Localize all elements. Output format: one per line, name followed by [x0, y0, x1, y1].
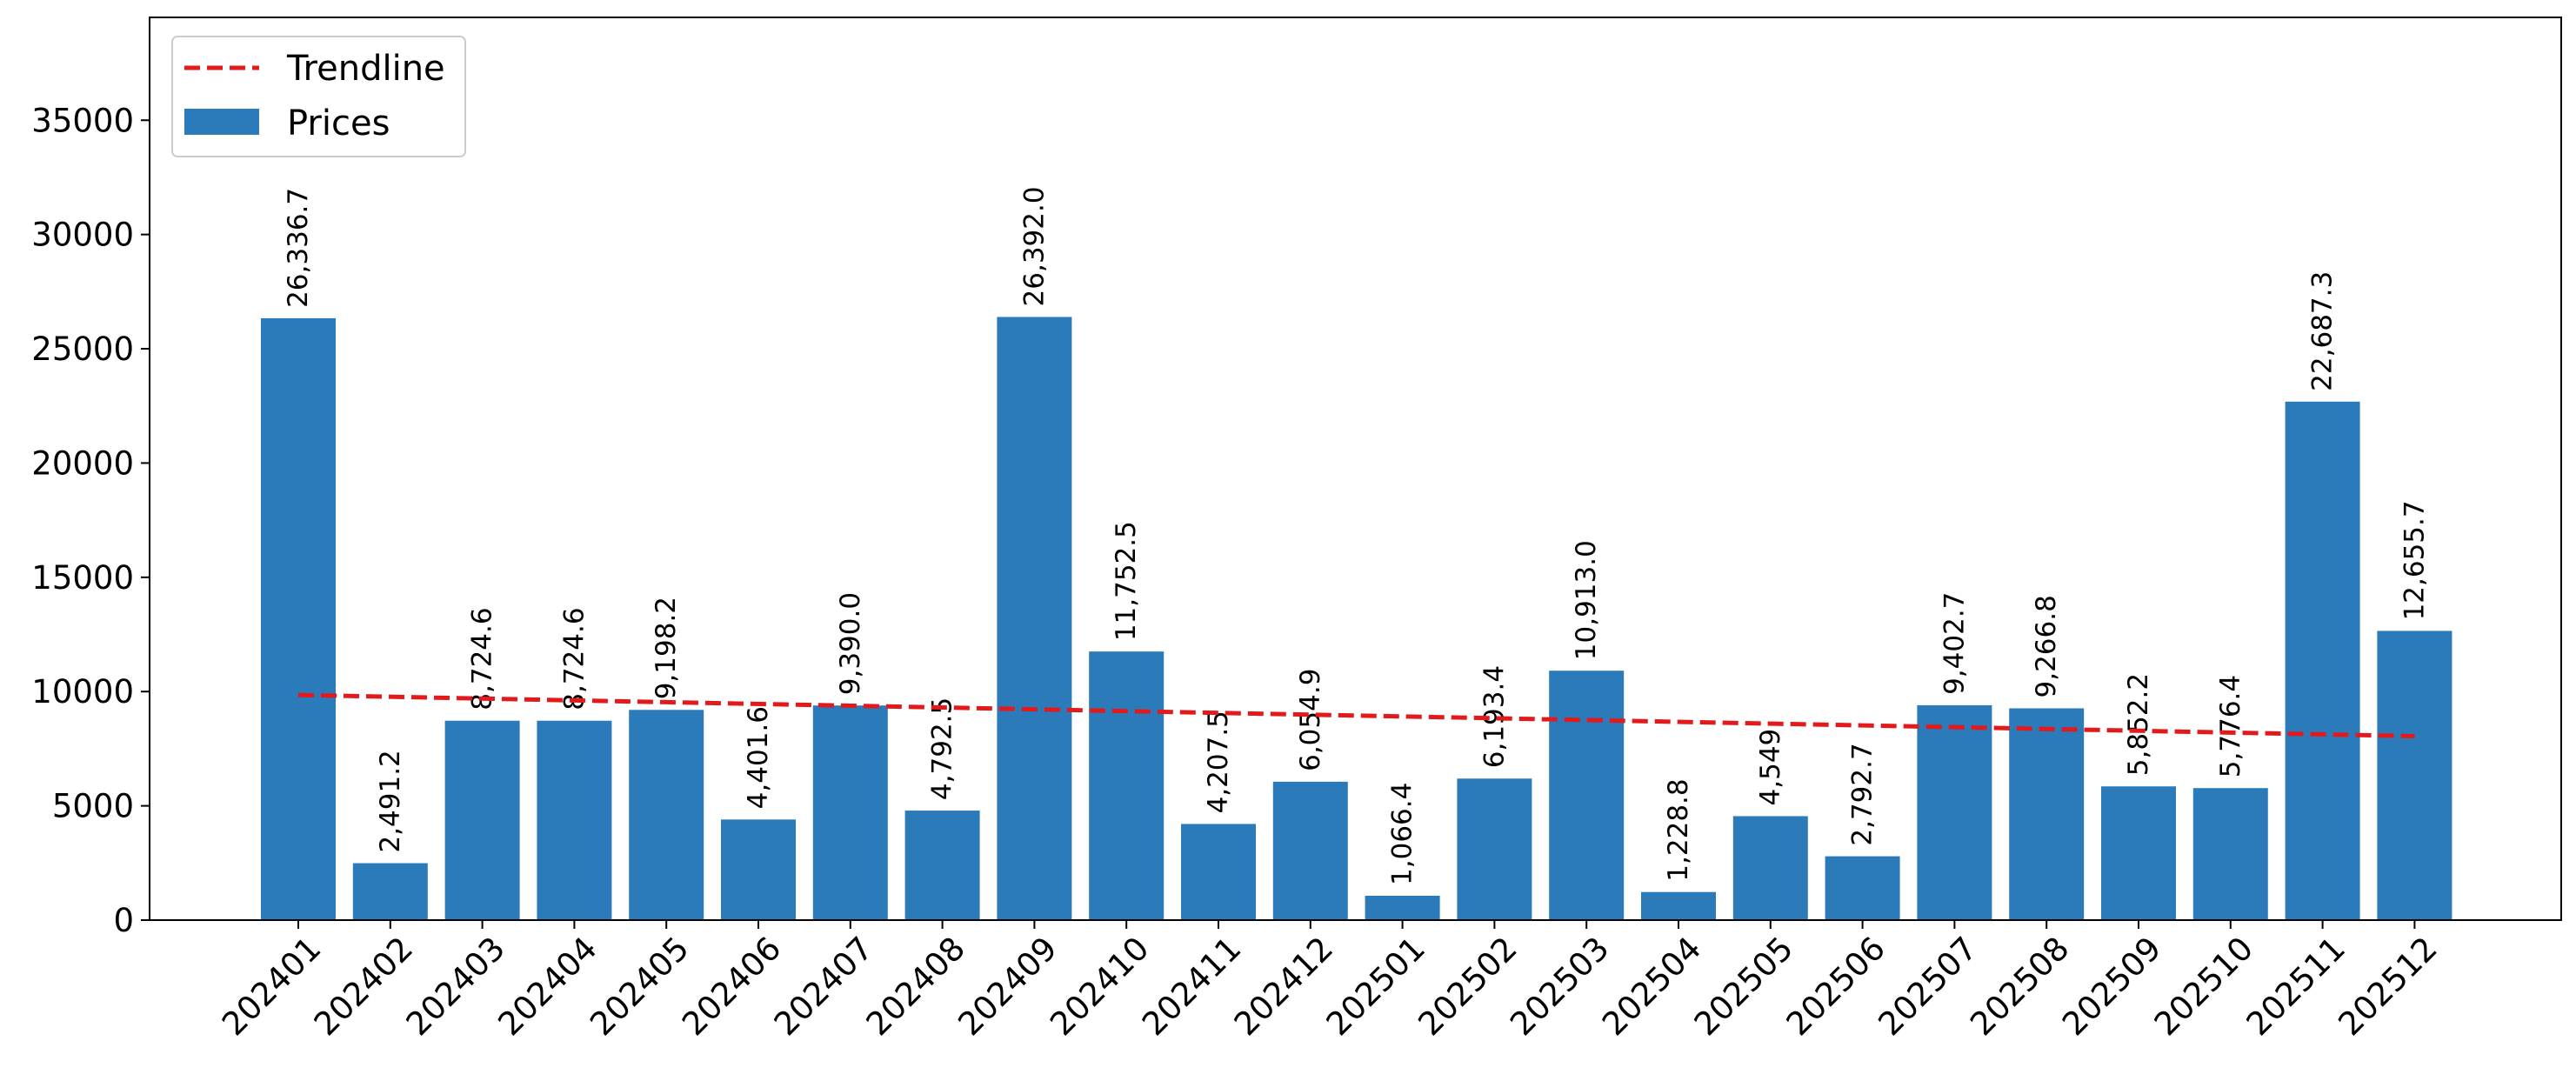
- x-tick-label-202403: 202403: [399, 930, 512, 1043]
- x-tick-label-202507: 202507: [1871, 930, 1984, 1043]
- data-label-202409: 26,392.0: [1018, 186, 1050, 306]
- data-label-202506: 2,792.7: [1847, 743, 1879, 845]
- data-label-202401: 26,336.7: [283, 188, 314, 308]
- bar-202502: [1457, 778, 1532, 920]
- x-tick-label-202401: 202401: [215, 930, 328, 1043]
- y-tick-label: 25000: [31, 330, 134, 368]
- y-tick-label: 5000: [52, 788, 134, 825]
- x-tick-label-202503: 202503: [1503, 930, 1616, 1043]
- data-label-202407: 9,390.0: [835, 592, 866, 695]
- x-tick-label-202405: 202405: [583, 930, 696, 1043]
- y-tick-label: 30000: [31, 217, 134, 254]
- bar-202511: [2285, 401, 2360, 920]
- bar-202403: [444, 720, 520, 920]
- bar-202512: [2377, 631, 2453, 920]
- data-labels-layer: 26,336.7 2,491.2 8,724.6 8,724.6 9,198.2 4,40…: [283, 186, 2430, 885]
- legend-prices-label: Prices: [287, 103, 390, 143]
- bar-202409: [997, 317, 1072, 920]
- y-tick-label: 35000: [31, 102, 134, 139]
- data-label-202511: 22,687.3: [2307, 271, 2339, 391]
- legend-trendline-label: Trendline: [286, 49, 445, 89]
- bar-202402: [352, 863, 428, 920]
- x-tick-label-202408: 202408: [859, 930, 972, 1043]
- x-tick-label-202409: 202409: [951, 930, 1064, 1043]
- bar-202509: [2101, 786, 2176, 920]
- legend: Trendline Prices: [171, 36, 466, 157]
- data-label-202412: 6,054.9: [1295, 669, 1326, 771]
- x-tick-label-202504: 202504: [1595, 930, 1708, 1043]
- y-tick-label: 20000: [31, 444, 134, 482]
- bar-202506: [1825, 856, 1900, 920]
- data-label-202403: 8,724.6: [467, 607, 498, 710]
- x-tick-label-202411: 202411: [1135, 930, 1248, 1043]
- data-label-202507: 9,402.7: [1939, 592, 1970, 695]
- bar-202510: [2192, 788, 2268, 920]
- data-label-202505: 4,549: [1755, 729, 1786, 806]
- x-tick-label-202508: 202508: [1963, 930, 2076, 1043]
- bar-202401: [261, 317, 336, 921]
- x-tick-label-202404: 202404: [491, 930, 604, 1043]
- x-tick-label-202512: 202512: [2331, 930, 2444, 1043]
- data-label-202404: 8,724.6: [558, 607, 590, 710]
- y-tick-label: 0: [113, 902, 134, 939]
- data-label-202512: 12,655.7: [2399, 500, 2430, 620]
- x-tick-label-202505: 202505: [1687, 930, 1800, 1043]
- bar-202407: [812, 705, 888, 920]
- data-label-202503: 10,913.0: [1571, 540, 1602, 660]
- x-tick-label-202407: 202407: [767, 930, 880, 1043]
- bar-202412: [1272, 781, 1348, 920]
- bars-layer: [261, 317, 2453, 921]
- x-tick-label-202511: 202511: [2239, 930, 2352, 1043]
- bar-202406: [721, 819, 796, 920]
- bar-202504: [1641, 891, 1716, 920]
- legend-prices-swatch: [184, 109, 259, 135]
- x-tick-label-202510: 202510: [2147, 930, 2260, 1043]
- plot-frame: [149, 17, 2562, 921]
- bar-202408: [904, 811, 980, 920]
- x-tick-label-202506: 202506: [1779, 930, 1892, 1043]
- bar-202410: [1089, 651, 1165, 920]
- x-tick-label-202406: 202406: [675, 930, 788, 1043]
- data-label-202508: 9,266.8: [2031, 595, 2062, 697]
- data-label-202510: 5,776.4: [2215, 675, 2246, 777]
- bar-202507: [1917, 704, 1992, 920]
- data-label-202405: 9,198.2: [651, 597, 682, 699]
- x-tick-label-202402: 202402: [307, 930, 420, 1043]
- trendline-layer: [297, 692, 2415, 738]
- x-tick-label-202410: 202410: [1043, 930, 1156, 1043]
- trendline: [297, 692, 2415, 738]
- bar-202503: [1549, 671, 1625, 920]
- data-label-202411: 4,207.5: [1203, 711, 1234, 813]
- x-tick-label-202412: 202412: [1227, 930, 1340, 1043]
- data-label-202406: 4,401.6: [743, 706, 774, 809]
- bar-202405: [629, 710, 704, 920]
- y-tick-label: 15000: [31, 559, 134, 597]
- data-label-202504: 1,228.8: [1663, 778, 1694, 881]
- data-label-202509: 5,852.2: [2123, 673, 2154, 776]
- x-tick-label-202509: 202509: [2055, 930, 2168, 1043]
- data-label-202402: 2,491.2: [375, 750, 406, 852]
- data-label-202501: 1,066.4: [1387, 783, 1418, 885]
- bar-202508: [2009, 708, 2085, 920]
- bar-202501: [1365, 895, 1440, 920]
- bar-202404: [537, 720, 612, 920]
- x-tick-label-202502: 202502: [1411, 930, 1524, 1043]
- bar-202411: [1181, 824, 1256, 920]
- x-tick-label-202501: 202501: [1319, 930, 1432, 1043]
- bar-202505: [1732, 816, 1808, 920]
- data-label-202408: 4,792.5: [927, 697, 958, 800]
- y-tick-label: 10000: [31, 673, 134, 711]
- data-label-202410: 11,752.5: [1111, 521, 1142, 641]
